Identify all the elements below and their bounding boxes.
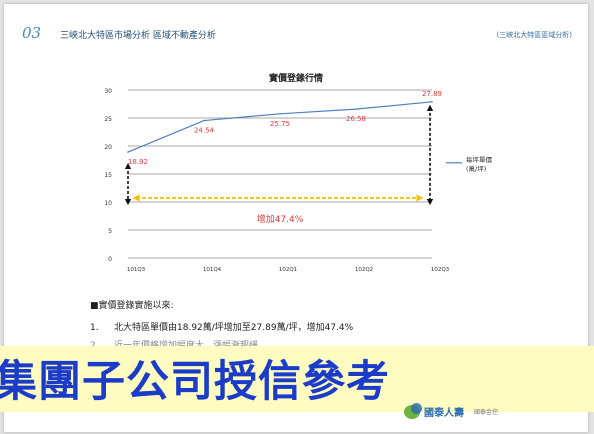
data-point xyxy=(203,119,205,122)
slide-title: 三峽北大特區市場分析 區域不動產分析 xyxy=(60,31,216,41)
y-tick-label: 10 xyxy=(104,200,112,207)
x-tick-label: 102Q3 xyxy=(431,267,450,273)
y-tick-label: 25 xyxy=(104,116,112,123)
y-tick-label: 0 xyxy=(108,256,112,263)
increase-label: 增加47.4% xyxy=(257,213,304,225)
data-label: 25.75 xyxy=(270,120,290,128)
company-logo: 國泰人壽 國泰金控 xyxy=(404,402,499,419)
y-tick-label: 15 xyxy=(104,172,112,179)
logo-subtitle: 國泰金控 xyxy=(474,409,499,416)
data-point xyxy=(431,101,433,103)
legend-label: 每坪單價 xyxy=(466,155,493,164)
y-tick-label: 20 xyxy=(104,144,112,151)
logo-name: 國泰人壽 xyxy=(424,408,464,419)
overlay-banner-text: 集團子公司授信參考 xyxy=(0,357,390,407)
slide-reference: (三峽北大特區區域分析) xyxy=(496,31,572,39)
data-label: 24.54 xyxy=(194,127,215,135)
legend-label: (萬/坪) xyxy=(466,164,486,173)
data-label: 27.89 xyxy=(422,90,442,98)
y-tick-label: 30 xyxy=(104,88,112,95)
data-label: 18.92 xyxy=(128,158,148,166)
y-tick-label: 5 xyxy=(108,228,112,235)
notes-heading: ■實價登錄實施以來: xyxy=(90,301,174,311)
logo-mark-icon xyxy=(404,402,422,419)
chart-title: 實價登錄行情 xyxy=(268,74,323,84)
slide-number: 03 xyxy=(22,24,42,42)
note-text: 北大特區單價由18.92萬/坪增加至27.89萬/坪，增加47.4% xyxy=(114,323,354,333)
x-tick-label: 102Q1 xyxy=(279,267,297,273)
note-item: 1. 北大特區單價由18.92萬/坪增加至27.89萬/坪，增加47.4% xyxy=(90,320,353,333)
x-tick-label: 101Q3 xyxy=(127,267,146,273)
x-tick-label: 101Q4 xyxy=(203,267,222,273)
x-tick-label: 102Q2 xyxy=(355,267,373,273)
data-point xyxy=(279,113,281,115)
overlay-banner xyxy=(0,346,594,412)
price-line-chart: 0 5 10 15 20 25 30 101Q3 101Q4 102Q1 102Q2 102Q3 18.… xyxy=(104,88,493,273)
data-point xyxy=(127,151,129,153)
note-number: 1. xyxy=(90,323,99,333)
data-label: 26.58 xyxy=(346,115,366,123)
data-point xyxy=(355,108,357,110)
